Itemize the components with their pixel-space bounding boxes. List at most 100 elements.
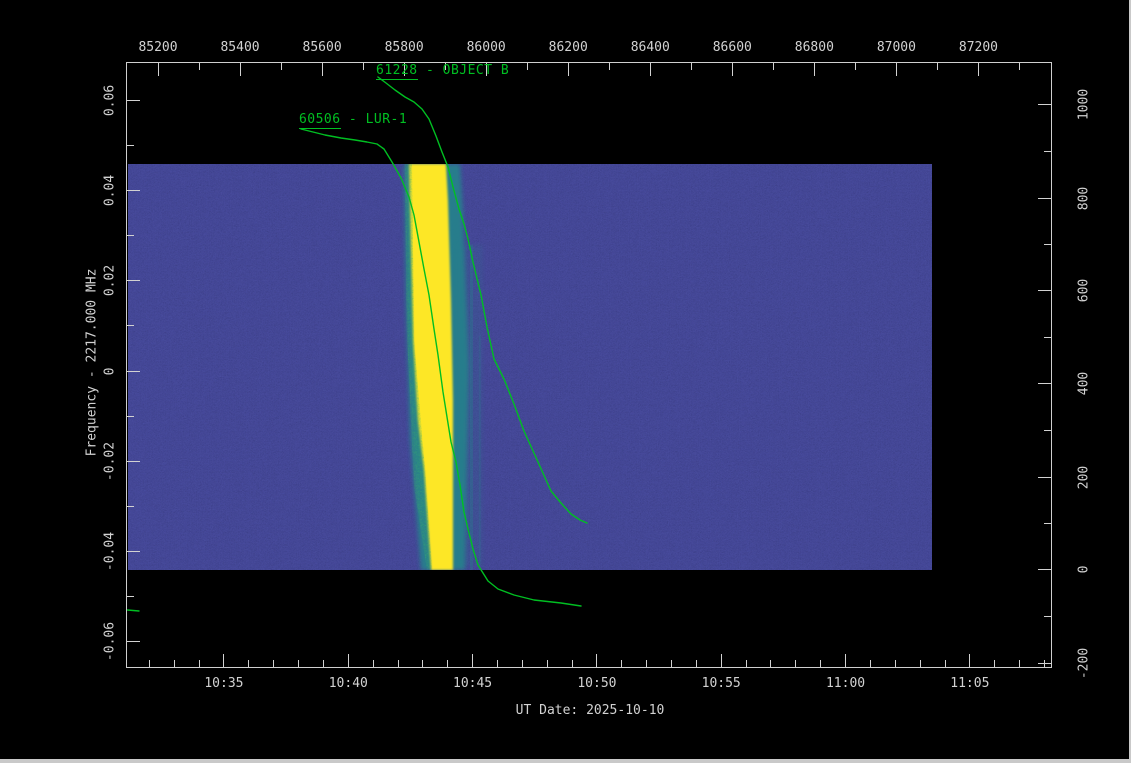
tick-label-left: 0.06 bbox=[102, 85, 118, 117]
track-label-61228: 61228 - OBJECT B bbox=[376, 63, 510, 81]
axis-tick-bottom-minor bbox=[770, 660, 772, 667]
axis-tick-bottom-minor bbox=[372, 660, 374, 667]
axis-tick-bottom-minor bbox=[621, 660, 623, 667]
axis-tick-bottom-minor bbox=[248, 660, 250, 667]
tick-label-right: 200 bbox=[1076, 465, 1092, 489]
window-edge-right bbox=[1129, 0, 1131, 763]
axis-tick-bottom-minor bbox=[521, 660, 523, 667]
overlay-layer: Frequency - 2217.000 MHz UT Date: 2025-1… bbox=[85, 63, 1051, 718]
tick-label-top: 86200 bbox=[548, 40, 588, 55]
axis-tick-bottom-major bbox=[845, 654, 847, 667]
axis-tick-bottom-minor bbox=[422, 660, 424, 667]
axis-tick-right-major bbox=[1038, 383, 1051, 385]
tick-label-left: 0 bbox=[102, 367, 118, 375]
axis-tick-top-major bbox=[731, 63, 733, 76]
axis-tick-top-minor bbox=[690, 63, 692, 70]
axis-tick-bottom-minor bbox=[944, 660, 946, 667]
tick-label-bottom: 10:50 bbox=[577, 676, 617, 691]
axis-tick-bottom-minor bbox=[173, 660, 175, 667]
axis-tick-bottom-major bbox=[596, 654, 598, 667]
axis-tick-left-major bbox=[127, 460, 140, 462]
track-label-id: 61228 bbox=[376, 63, 418, 81]
axis-tick-top-minor bbox=[854, 63, 856, 70]
axis-tick-bottom-major bbox=[969, 654, 971, 667]
axis-tick-bottom-minor bbox=[894, 660, 896, 667]
ut-date-label: UT Date: 2025-10-10 bbox=[515, 703, 665, 718]
heatmap-group bbox=[128, 164, 932, 570]
tick-label-top: 85400 bbox=[220, 40, 260, 55]
axis-tick-top-minor bbox=[280, 63, 282, 70]
axis-tick-top-major bbox=[567, 63, 569, 76]
axis-tick-bottom-minor bbox=[695, 660, 697, 667]
tick-label-right: 0 bbox=[1076, 566, 1092, 574]
axis-tick-top-major bbox=[649, 63, 651, 76]
axis-tick-top-major bbox=[813, 63, 815, 76]
signal-band-core bbox=[409, 164, 453, 570]
axis-tick-bottom-minor bbox=[273, 660, 275, 667]
axis-tick-top-major bbox=[239, 63, 241, 76]
axis-tick-bottom-minor bbox=[546, 660, 548, 667]
spectrogram-canvas bbox=[127, 76, 932, 612]
axis-tick-bottom-minor bbox=[447, 660, 449, 667]
axis-tick-top-major bbox=[321, 63, 323, 76]
track-label-name: - OBJECT B bbox=[417, 63, 510, 79]
axis-tick-bottom-minor bbox=[820, 660, 822, 667]
tick-label-right: -200 bbox=[1076, 647, 1092, 679]
axis-tick-right-minor bbox=[1044, 430, 1051, 431]
axis-tick-right-minor bbox=[1044, 244, 1051, 246]
axis-tick-bottom-minor bbox=[571, 660, 573, 667]
axis-tick-bottom-minor bbox=[919, 660, 921, 667]
track-label-60506: 60506 - LUR-1 bbox=[298, 111, 408, 129]
axis-tick-bottom-minor bbox=[148, 660, 150, 667]
tick-label-bottom: 11:00 bbox=[825, 676, 866, 691]
axis-tick-top-minor bbox=[526, 63, 528, 70]
axis-tick-right-major bbox=[1038, 662, 1051, 664]
axis-tick-bottom-major bbox=[720, 654, 722, 667]
tick-label-bottom: 11:05 bbox=[950, 676, 990, 691]
axis-tick-left-major bbox=[127, 370, 140, 372]
tick-label-top: 85200 bbox=[138, 40, 178, 55]
axis-tick-bottom-minor bbox=[795, 660, 797, 667]
axis-tick-top-minor bbox=[444, 63, 446, 70]
axis-tick-left-major bbox=[127, 280, 140, 282]
axis-tick-bottom-minor bbox=[322, 660, 324, 667]
axis-tick-right-major bbox=[1038, 290, 1051, 292]
axis-tick-bottom-minor bbox=[646, 660, 648, 667]
axis-tick-bottom-minor bbox=[745, 660, 747, 667]
axis-tick-right-minor bbox=[1044, 523, 1051, 525]
tick-label-top: 85600 bbox=[302, 40, 342, 55]
track-label-name: - LUR-1 bbox=[340, 111, 408, 127]
axis-tick-top-minor bbox=[198, 63, 200, 70]
tick-label-right: 800 bbox=[1076, 186, 1092, 210]
axis-tick-bottom-minor bbox=[869, 660, 871, 667]
axis-tick-top-major bbox=[403, 63, 405, 76]
tick-label-right: 600 bbox=[1076, 279, 1092, 303]
tick-label-top: 85800 bbox=[384, 40, 424, 55]
tick-label-top: 86800 bbox=[794, 40, 834, 55]
tick-label-bottom: 10:55 bbox=[701, 676, 741, 691]
tick-label-bottom: 10:35 bbox=[204, 676, 244, 691]
tick-label-top: 86600 bbox=[712, 40, 752, 55]
signal-haze bbox=[454, 244, 483, 567]
axis-tick-top-major bbox=[157, 63, 159, 76]
signal-band-speckle bbox=[404, 164, 432, 570]
axis-tick-bottom-minor bbox=[198, 660, 200, 667]
axis-tick-bottom-major bbox=[223, 654, 225, 667]
axis-tick-top-major bbox=[977, 63, 979, 76]
axis-tick-right-major bbox=[1038, 569, 1051, 571]
heatmap-noise-dark bbox=[128, 164, 932, 570]
tick-label-bottom: 10:45 bbox=[453, 676, 493, 691]
tick-label-bottom: 10:40 bbox=[328, 676, 368, 691]
axis-tick-top-minor bbox=[936, 63, 938, 70]
axis-tick-left-minor bbox=[127, 325, 134, 327]
axis-tick-left-minor bbox=[127, 235, 134, 237]
axis-tick-right-minor bbox=[1044, 615, 1051, 617]
tick-label-left: -0.06 bbox=[102, 621, 118, 661]
axis-tick-right-major bbox=[1038, 476, 1051, 478]
axis-tick-left-minor bbox=[127, 415, 134, 417]
tick-label-right: 1000 bbox=[1076, 89, 1092, 121]
axis-tick-left-major bbox=[127, 550, 140, 552]
axis-tick-bottom-minor bbox=[1019, 660, 1021, 667]
axis-tick-left-minor bbox=[127, 145, 134, 147]
